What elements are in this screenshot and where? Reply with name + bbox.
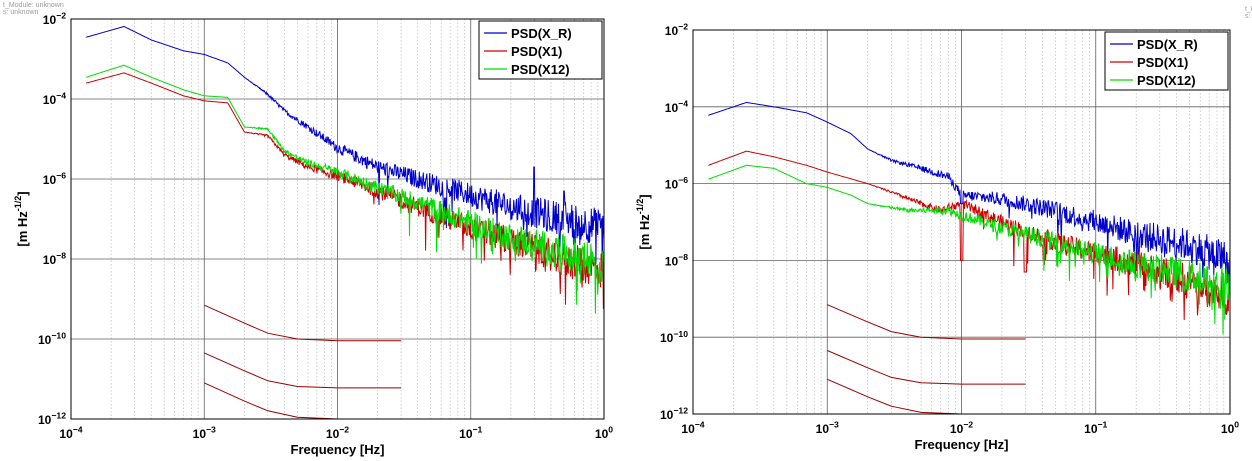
x-tick-label: 10−2 bbox=[326, 425, 349, 441]
series-line-psd-x12- bbox=[86, 64, 605, 314]
header-line: s: unknown bbox=[1245, 13, 1252, 20]
y-tick-label: 10−10 bbox=[660, 329, 688, 345]
x-tick-label: 100 bbox=[1221, 420, 1239, 436]
legend-label: PSD(X12) bbox=[1137, 73, 1196, 88]
x-tick-label: 100 bbox=[595, 425, 613, 441]
x-tick-label: 10−4 bbox=[681, 420, 704, 436]
y-tick-label: 10−8 bbox=[665, 252, 688, 268]
y-tick-label: 10−8 bbox=[43, 251, 66, 267]
reference-curve-2 bbox=[204, 352, 402, 389]
series-line-psd-x12- bbox=[708, 164, 1231, 335]
x-axis-label: Frequency [Hz] bbox=[915, 437, 1009, 452]
x-tick-label: 10−2 bbox=[950, 420, 973, 436]
x-tick-label: 10−3 bbox=[816, 420, 839, 436]
y-tick-label: 10−2 bbox=[665, 22, 688, 38]
x-tick-label: 10−1 bbox=[459, 425, 482, 441]
header-line: t_Module: unknown bbox=[3, 2, 64, 9]
header-line: t_Module: unknown bbox=[1245, 6, 1252, 13]
reference-curve-1 bbox=[827, 304, 1026, 340]
legend: PSD(X_R) PSD(X1) PSD(X12) bbox=[478, 20, 603, 80]
grid bbox=[692, 29, 1231, 415]
y-tick-label: 10−4 bbox=[43, 91, 66, 107]
y-tick-label: 10−12 bbox=[38, 411, 66, 427]
legend-label: PSD(X_R) bbox=[511, 26, 572, 41]
x-tick-label: 10−3 bbox=[193, 425, 216, 441]
x-tick-label: 10−1 bbox=[1084, 420, 1107, 436]
reference-curve-1 bbox=[204, 304, 402, 342]
series-line-psd-x-r- bbox=[86, 25, 605, 272]
series-line-psd-x-r- bbox=[708, 101, 1231, 289]
legend-label: PSD(X1) bbox=[1137, 55, 1188, 70]
y-tick-label: 10−2 bbox=[43, 11, 66, 27]
y-axis-label: [m Hz-1/2] bbox=[13, 191, 30, 246]
axes-box bbox=[70, 18, 605, 420]
y-tick-label: 10−6 bbox=[665, 175, 688, 191]
x-tick-label: 10−4 bbox=[59, 425, 82, 441]
y-tick-label: 10−10 bbox=[38, 331, 66, 347]
y-tick-label: 10−4 bbox=[665, 98, 688, 114]
legend: PSD(X_R) PSD(X1) PSD(X12) bbox=[1104, 31, 1229, 91]
legend-label: PSD(X1) bbox=[511, 44, 562, 59]
legend-label: PSD(X12) bbox=[511, 62, 570, 77]
reference-curve-2 bbox=[827, 350, 1026, 385]
y-tick-label: 10−12 bbox=[660, 406, 688, 422]
x-axis-label: Frequency [Hz] bbox=[291, 442, 385, 457]
axes-box bbox=[692, 29, 1231, 415]
y-axis-label: [m Hz-1/2] bbox=[635, 194, 652, 249]
legend-label: PSD(X_R) bbox=[1137, 37, 1198, 52]
header-line: s: unknown bbox=[3, 9, 39, 16]
y-tick-label: 10−6 bbox=[43, 171, 66, 187]
